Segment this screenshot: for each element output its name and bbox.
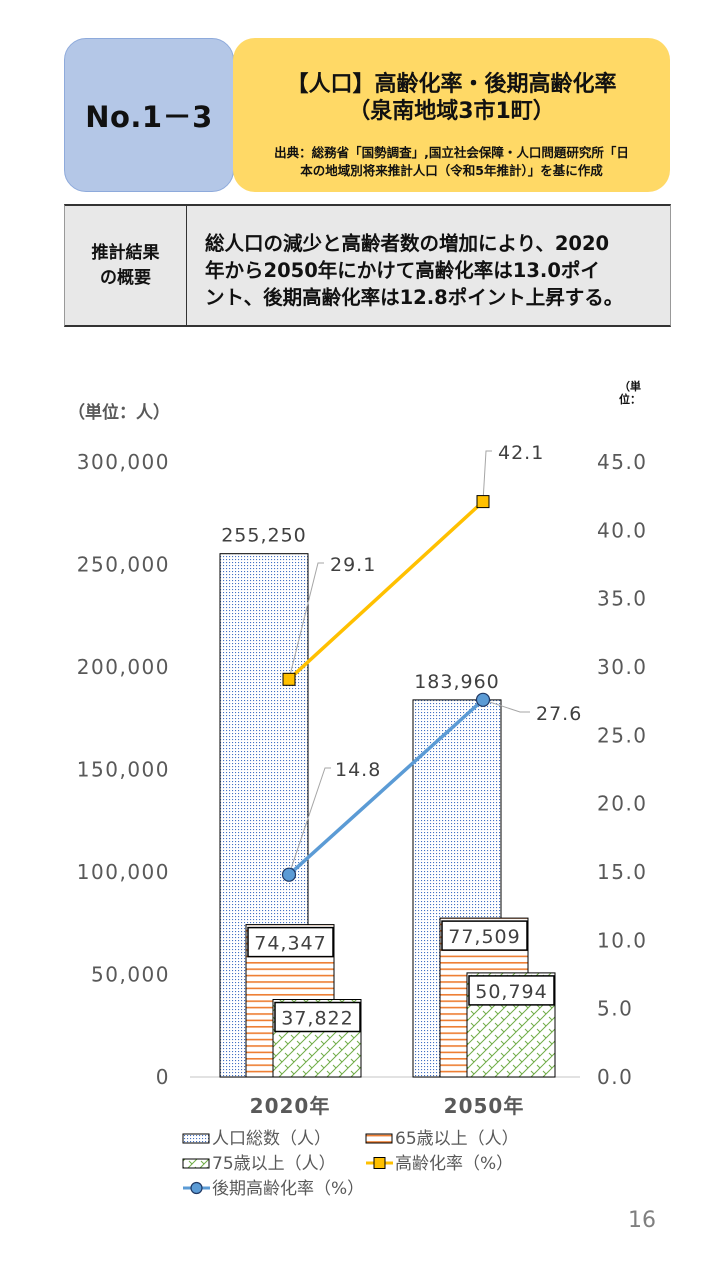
data-label-leader-line [482, 450, 492, 502]
left-axis-tick: 50,000 [91, 963, 170, 987]
bar-value-label-box [441, 920, 528, 951]
right-axis-tick: 45.0 [597, 450, 648, 474]
category-label: 2050年 [444, 1094, 525, 1118]
source-line-2: 本の地域別将来推計人口（令和5年推計）」を基に作成 [300, 163, 603, 178]
slide-number-badge: No.1－3 [64, 38, 234, 192]
left-axis-tick: 150,000 [77, 758, 170, 782]
left-axis-tick: 200,000 [77, 655, 170, 679]
data-label-leader-line [482, 699, 530, 713]
summary-text: 総人口の減少と高齢者数の増加により、2020 年から2050年にかけて高齢化率は… [205, 230, 623, 311]
data-label-leader-line [288, 767, 331, 875]
legend-swatch-icon [182, 1133, 210, 1144]
page-number: 16 [628, 1208, 656, 1233]
legend-swatch-icon [365, 1133, 393, 1144]
right-axis-tick: 20.0 [597, 792, 648, 816]
right-axis-unit-label: （単 位： [619, 380, 641, 406]
right-axis-unit-line-1: （単 [619, 380, 641, 393]
title-line-2: （泉南地域3市1町） [348, 99, 555, 124]
summary-label-line-1: 推計結果 [91, 242, 160, 263]
left-axis-tick: 250,000 [77, 553, 170, 577]
bar-value-label-box [274, 1001, 361, 1033]
legend-label: 後期高齢化率（%） [212, 1179, 364, 1199]
line-value-label: 14.8 [335, 759, 381, 781]
legend-label: 高齢化率（%） [395, 1154, 513, 1174]
right-axis-tick: 5.0 [597, 997, 633, 1021]
legend-item: 65歳以上（人） [365, 1129, 519, 1149]
summary-text-line-2: 年から2050年にかけて高齢化率は13.0ポイ [205, 259, 600, 282]
legend-item: 75歳以上（人） [182, 1154, 336, 1174]
title-line-1: 【人口】高齢化率・後期高齢化率 [286, 72, 617, 97]
line-value-label: 42.1 [498, 442, 544, 464]
left-axis-tick: 0 [156, 1065, 170, 1089]
summary-text-line-3: ント、後期高齢化率は12.8ポイント上昇する。 [205, 286, 624, 309]
slide-number: No.1－3 [85, 100, 213, 134]
left-axis-unit-label: （単位：人） [68, 403, 170, 423]
bar-value-label: 50,794 [475, 981, 547, 1003]
right-axis-tick: 10.0 [597, 928, 648, 952]
summary-text-line-1: 総人口の減少と高齢者数の増加により、2020 [205, 232, 610, 255]
circle-marker-icon [190, 1181, 203, 1195]
right-axis-tick: 30.0 [597, 655, 648, 679]
legend-label: 75歳以上（人） [212, 1154, 336, 1174]
legend-item: 高齢化率（%） [366, 1154, 513, 1174]
data-label-leader-line [288, 562, 324, 680]
line-value-label: 27.6 [536, 703, 582, 725]
left-axis-tick: 300,000 [77, 450, 170, 474]
aging-rate-line [287, 500, 485, 681]
right-axis-tick: 40.0 [597, 518, 648, 542]
source-line-1: 出典：総務省「国勢調査」,国立社会保障・人口問題研究所「日 [274, 145, 629, 160]
circle-marker-icon [281, 867, 297, 882]
bar-value-label-box [468, 975, 555, 1006]
bar-value-label: 183,960 [414, 671, 500, 693]
square-marker-icon [282, 672, 296, 686]
right-axis-tick: 0.0 [597, 1065, 633, 1089]
bar-value-label-box [247, 926, 334, 958]
legend-item: 後期高齢化率（%） [183, 1179, 364, 1199]
bar-value-label: 255,250 [221, 525, 307, 547]
circle-marker-icon [475, 692, 491, 707]
square-marker-icon [373, 1157, 386, 1169]
summary-table: 推計結果 の概要 総人口の減少と高齢者数の増加により、2020 年から2050年… [64, 204, 671, 327]
bar-value-label: 74,347 [254, 933, 326, 955]
legend-label: 人口総数（人） [212, 1129, 331, 1149]
legend-swatch-icon [182, 1158, 210, 1169]
summary-label-line-2: の概要 [100, 267, 151, 288]
category-label: 2020年 [250, 1094, 331, 1118]
legend-label: 65歳以上（人） [395, 1129, 519, 1149]
square-marker-icon [476, 495, 490, 509]
title-panel: 【人口】高齢化率・後期高齢化率 （泉南地域3市1町） 出典：総務省「国勢調査」,… [233, 38, 670, 192]
legend-item: 人口総数（人） [182, 1129, 331, 1149]
right-axis-tick: 15.0 [597, 860, 648, 884]
bar-value-label: 37,822 [281, 1008, 353, 1030]
right-axis-tick: 35.0 [597, 587, 648, 611]
line-value-label: 29.1 [330, 554, 376, 576]
bar-value-label: 77,509 [448, 926, 520, 948]
right-axis-tick: 25.0 [597, 723, 648, 747]
right-axis-unit-line-2: 位： [619, 393, 641, 406]
summary-label-cell: 推計結果 の概要 [65, 206, 187, 325]
left-axis-tick: 100,000 [77, 860, 170, 884]
late-aging-rate-line [287, 698, 485, 876]
